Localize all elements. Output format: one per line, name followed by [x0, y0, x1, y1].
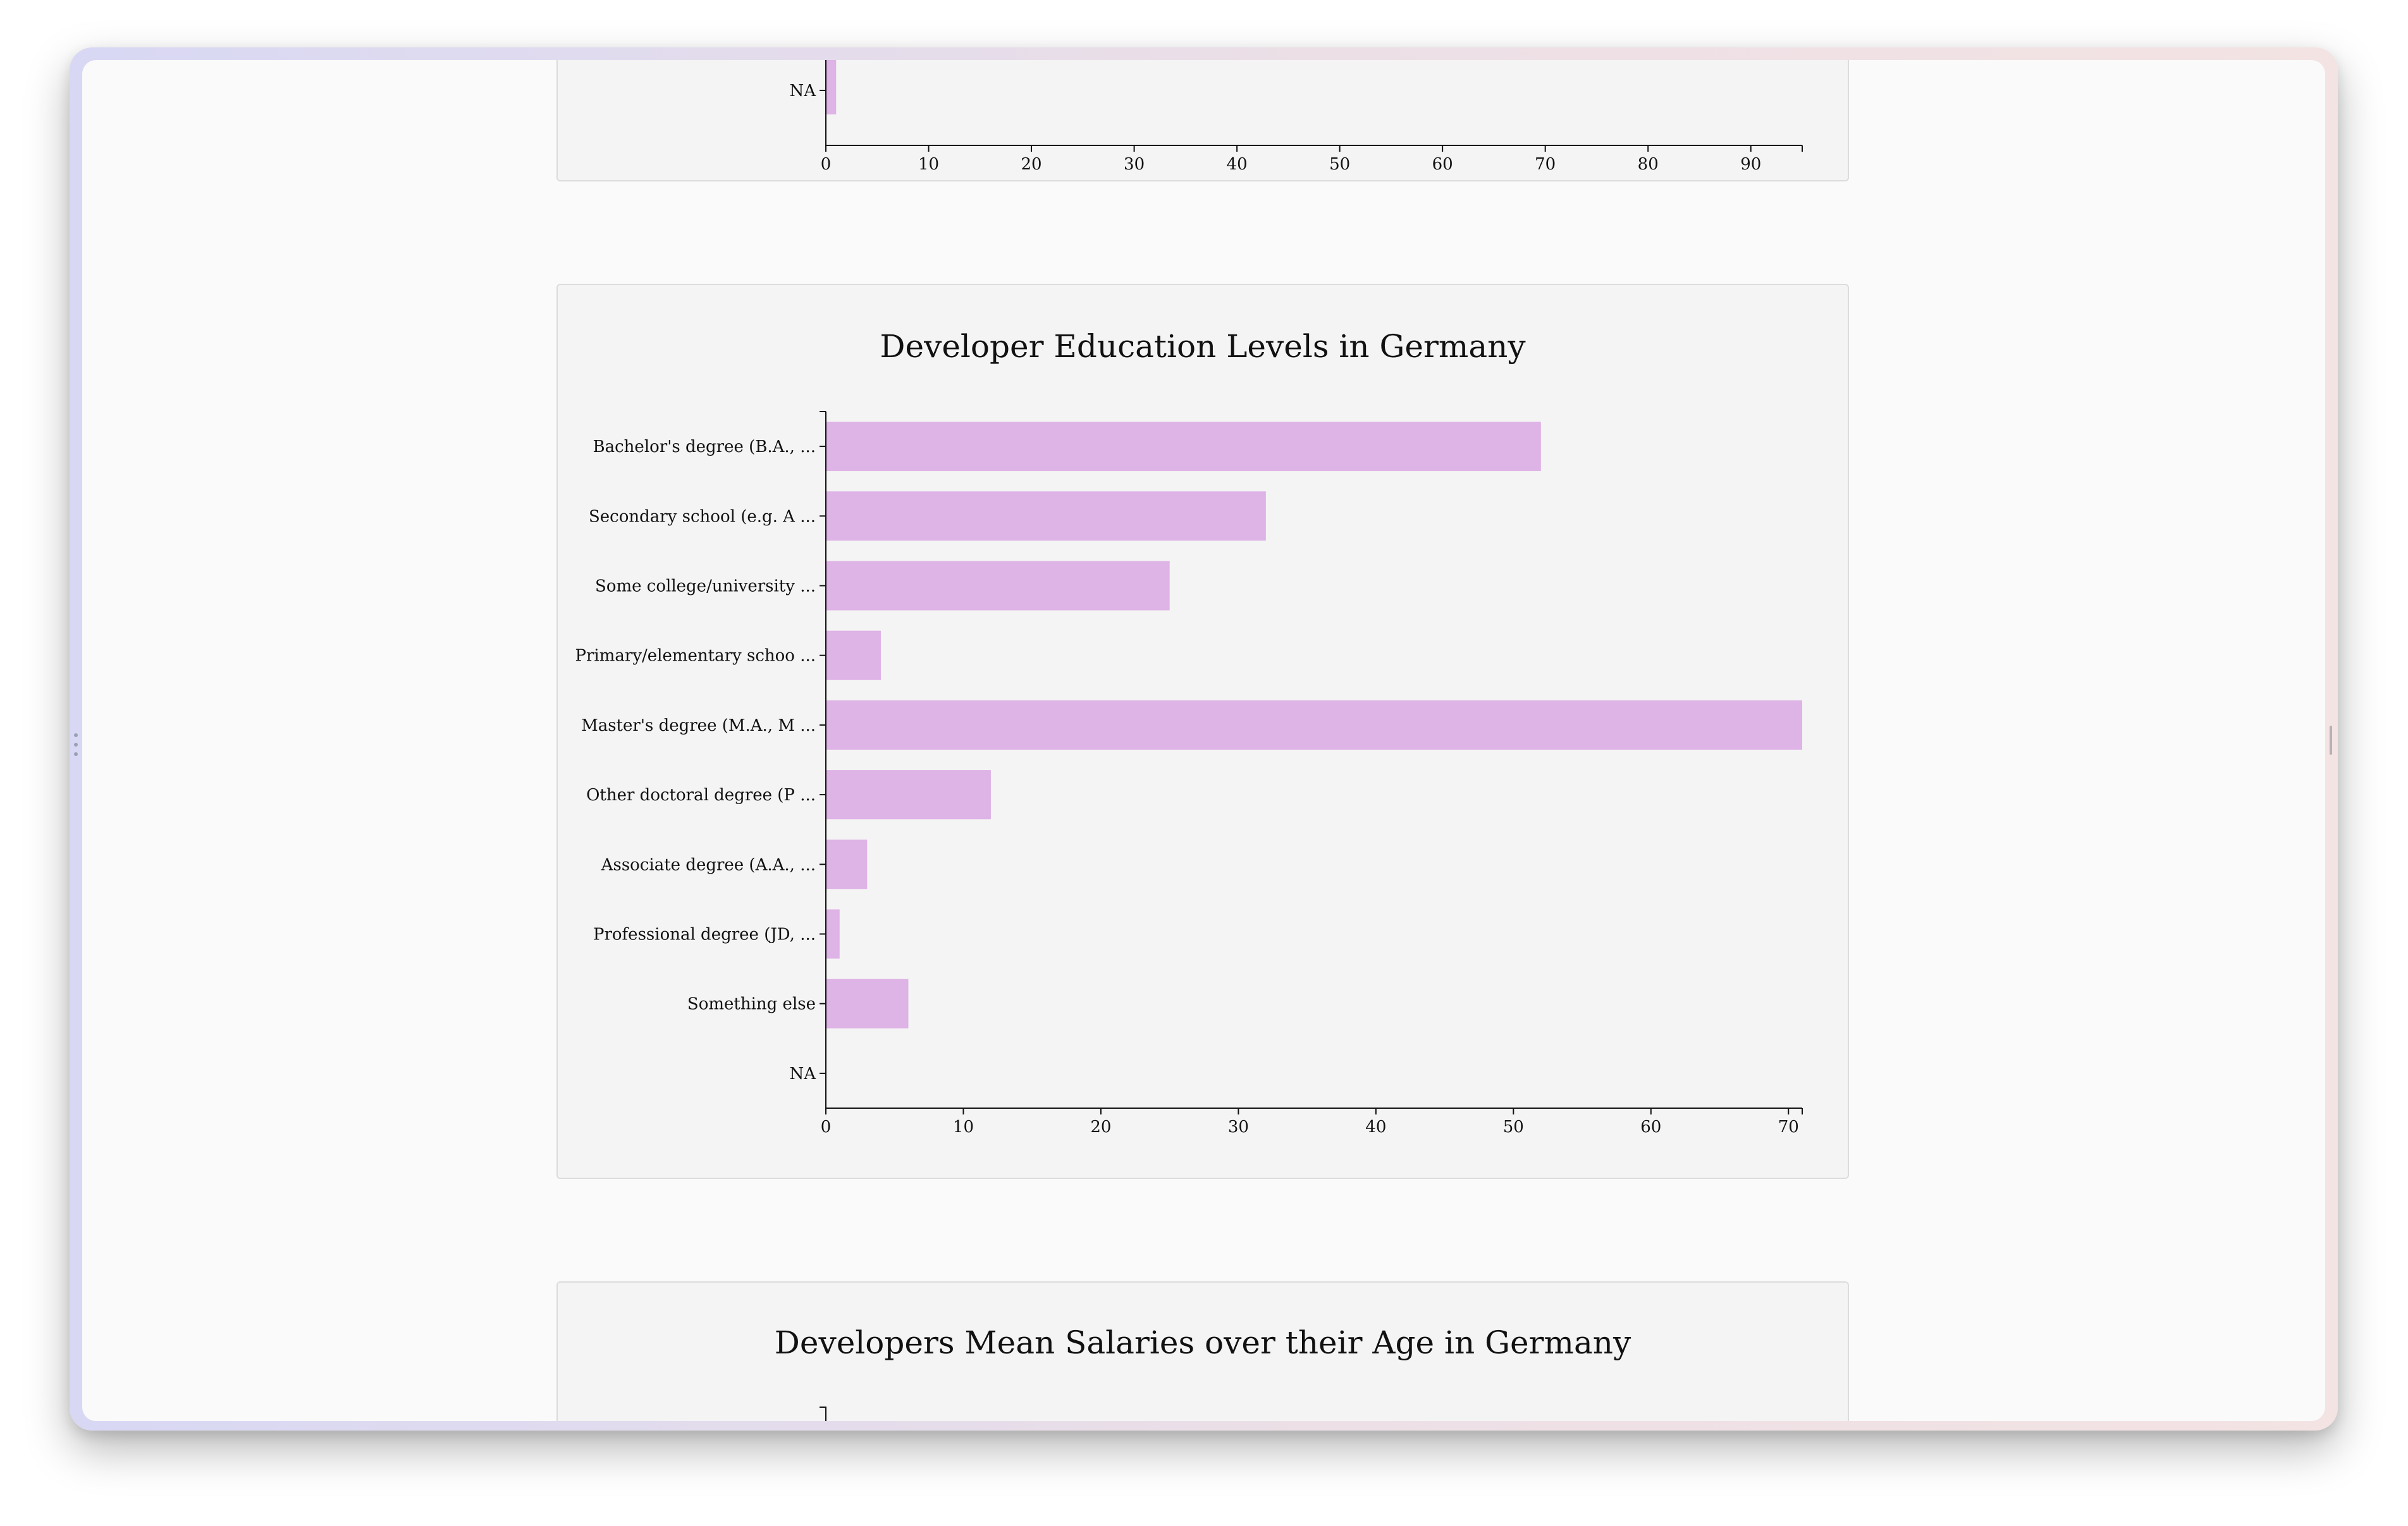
chart-card-education: Developer Education Levels in Germany Ba… — [556, 284, 1849, 1179]
y-tick-label: Primary/elementary schoo ... — [575, 647, 816, 666]
bar — [826, 491, 1266, 541]
bar — [826, 630, 881, 680]
chart-card-previous: NA 0 10 20 30 40 50 60 70 80 90 — [556, 60, 1849, 181]
bar — [826, 770, 991, 820]
x-tick-label: 90 — [1740, 155, 1761, 174]
x-tick-label: 10 — [953, 1118, 974, 1137]
x-tick-label: 20 — [1021, 155, 1042, 174]
x-tick-label: 0 — [821, 155, 832, 174]
x-tick-label: 60 — [1432, 155, 1453, 174]
chart-title: Developer Education Levels in Germany — [880, 328, 1526, 365]
y-tick-label: Associate degree (A.A., ... — [601, 855, 816, 874]
bar — [826, 60, 837, 114]
x-tick-label: 10 — [918, 155, 939, 174]
browser-window: NA 0 10 20 30 40 50 60 70 80 90 Developer Educatio… — [82, 60, 2325, 1421]
bar — [826, 979, 909, 1029]
y-tick-label: Other doctoral degree (P ... — [586, 786, 816, 805]
bar — [826, 422, 1541, 472]
bar — [826, 561, 1170, 611]
left-resize-handle[interactable] — [74, 733, 79, 761]
y-tick-label: NA — [789, 82, 816, 101]
chart-card-salary: Developers Mean Salaries over their Age … — [556, 1281, 1849, 1421]
bar — [826, 909, 840, 959]
x-tick-label: 30 — [1124, 155, 1145, 174]
x-tick-label: 70 — [1778, 1118, 1799, 1137]
y-tick-label: Something else — [687, 995, 816, 1014]
y-tick-label: Secondary school (e.g. A ... — [589, 507, 816, 526]
x-tick-label: 40 — [1365, 1118, 1386, 1137]
right-resize-handle[interactable] — [2330, 726, 2332, 755]
education-bar-chart: Bachelor's degree (B.A., ... Secondary sc… — [575, 411, 1803, 1137]
bar — [826, 839, 868, 889]
x-tick-label: 70 — [1535, 155, 1556, 174]
x-tick-label: 80 — [1638, 155, 1659, 174]
salary-chart-axis — [820, 1407, 826, 1421]
x-tick-label: 40 — [1227, 155, 1248, 174]
y-tick-label: Some college/university ... — [595, 577, 816, 596]
x-tick-label: 30 — [1228, 1118, 1249, 1137]
x-tick-label: 20 — [1090, 1118, 1111, 1137]
y-tick-label: Master's degree (M.A., M ... — [581, 716, 816, 735]
x-tick-label: 50 — [1503, 1118, 1524, 1137]
y-tick-label: NA — [789, 1065, 816, 1083]
y-tick-label: Professional degree (JD, ... — [593, 925, 816, 944]
y-tick-label: Bachelor's degree (B.A., ... — [593, 437, 816, 456]
chart-title: Developers Mean Salaries over their Age … — [774, 1324, 1631, 1361]
previous-chart-svg: NA 0 10 20 30 40 50 60 70 80 90 — [789, 60, 1803, 174]
x-tick-label: 50 — [1329, 155, 1350, 174]
bar — [826, 700, 1802, 750]
x-tick-label: 60 — [1640, 1118, 1661, 1137]
x-tick-label: 0 — [821, 1118, 832, 1137]
